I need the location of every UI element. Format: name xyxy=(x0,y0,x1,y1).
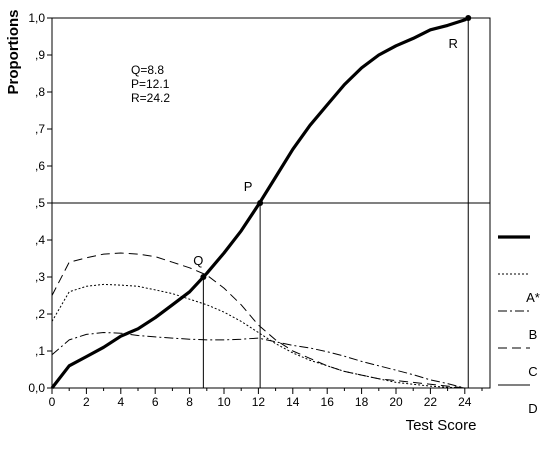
x-tick-label: 16 xyxy=(321,395,335,409)
x-tick-label: 6 xyxy=(152,395,159,409)
legend-label-b: B xyxy=(529,327,538,342)
y-tick-label: ,3 xyxy=(35,270,45,284)
y-tick-label: 1,0 xyxy=(28,11,45,25)
series-line-main xyxy=(50,16,469,389)
y-tick-label: ,5 xyxy=(35,196,45,210)
y-tick-label: ,9 xyxy=(35,48,45,62)
y-tick-label: ,1 xyxy=(35,344,45,358)
legend-label-c: C xyxy=(528,364,537,379)
point-label-p: P xyxy=(244,179,253,194)
y-tick-label: ,7 xyxy=(35,122,45,136)
x-tick-label: 14 xyxy=(286,395,300,409)
series-line-c xyxy=(51,252,465,389)
annotation-line: P=12.1 xyxy=(131,77,170,91)
y-tick-label: ,2 xyxy=(35,307,45,321)
legend-label-a-star: A* xyxy=(526,290,540,305)
legend: A* B C D xyxy=(498,235,540,416)
x-tick-label: 20 xyxy=(389,395,403,409)
reference-points-layer: Q P R xyxy=(193,15,472,280)
x-tick-label: 24 xyxy=(458,395,472,409)
x-tick-label: 8 xyxy=(186,395,193,409)
point-label-q: Q xyxy=(193,253,203,268)
reference-lines xyxy=(52,18,490,388)
x-tick-label: 0 xyxy=(49,395,56,409)
x-axis: 0 2 4 6 8 10 12 14 16 18 20 22 24 xyxy=(49,388,483,409)
series-line-a-star xyxy=(51,283,465,389)
x-tick-label: 18 xyxy=(355,395,369,409)
y-tick-label: ,6 xyxy=(35,159,45,173)
point-q xyxy=(200,274,207,280)
x-tick-label: 4 xyxy=(117,395,124,409)
y-tick-label: ,8 xyxy=(35,85,45,99)
x-tick-label: 22 xyxy=(424,395,438,409)
y-tick-label: ,4 xyxy=(35,233,45,247)
x-axis-title: Test Score xyxy=(406,417,477,434)
point-label-r: R xyxy=(449,36,458,51)
point-r xyxy=(465,15,472,21)
x-tick-label: 12 xyxy=(252,395,266,409)
annotations: Q=8.8P=12.1R=24.2 xyxy=(131,63,170,105)
y-axis-title: Proportions xyxy=(5,10,22,95)
x-tick-label: 2 xyxy=(83,395,90,409)
y-tick-label: 0,0 xyxy=(28,381,45,395)
point-p xyxy=(257,200,264,206)
y-axis: 0,0 ,1 ,2 ,3 ,4 ,5 ,6 ,7 ,8 ,9 1,0 xyxy=(28,11,52,395)
series-line-b xyxy=(51,332,465,389)
legend-label-d: D xyxy=(528,401,537,416)
annotation-line: R=24.2 xyxy=(131,91,170,105)
series-layer xyxy=(50,16,469,389)
annotation-line: Q=8.8 xyxy=(131,63,164,77)
x-tick-label: 10 xyxy=(217,395,231,409)
